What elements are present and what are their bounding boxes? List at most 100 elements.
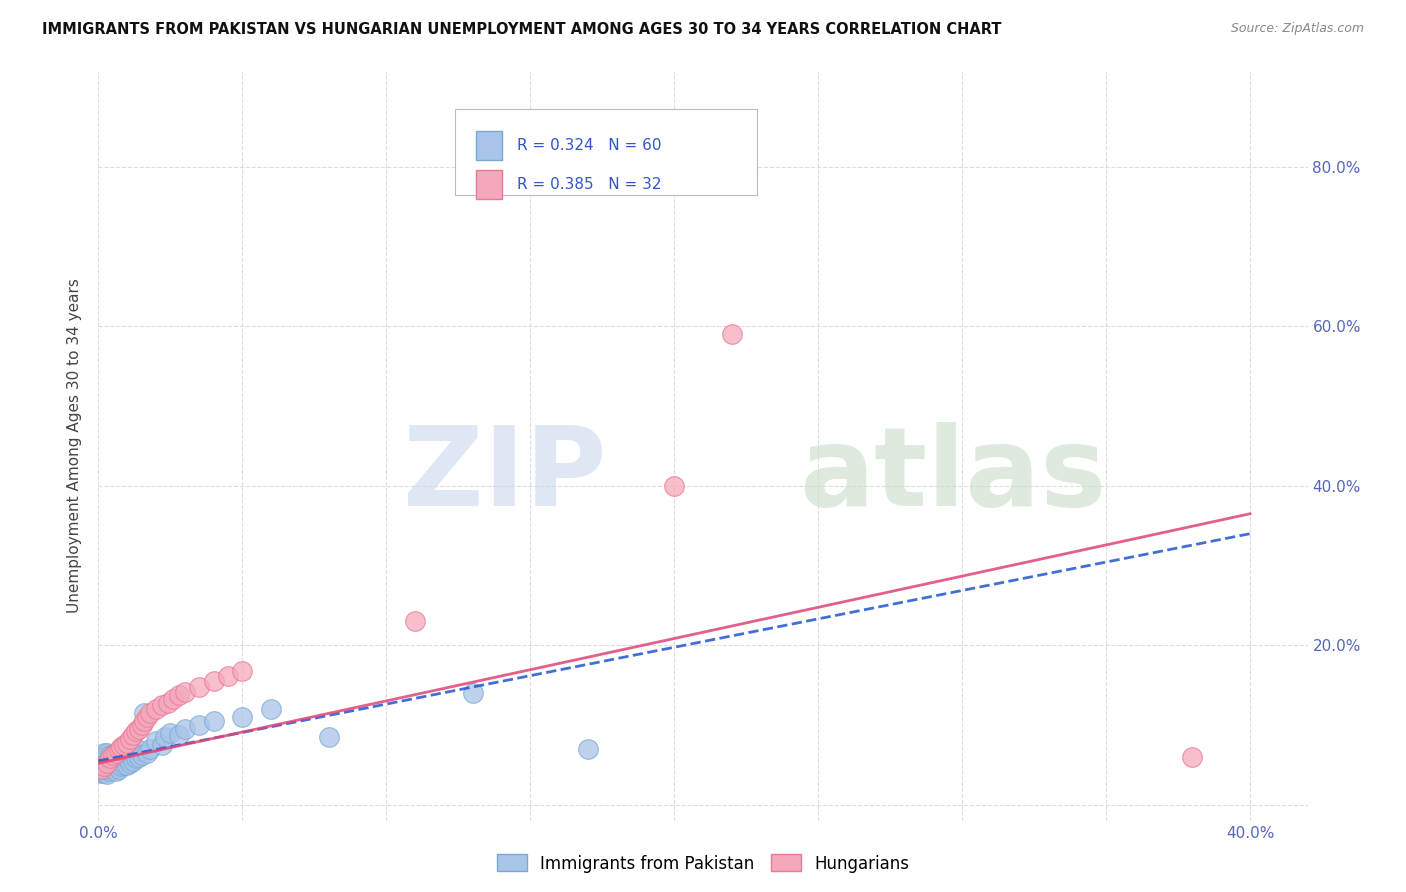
Point xyxy=(461,686,484,700)
Point xyxy=(128,743,150,757)
FancyBboxPatch shape xyxy=(475,131,502,160)
Point xyxy=(202,714,225,728)
Point xyxy=(93,759,115,773)
Text: R = 0.324   N = 60: R = 0.324 N = 60 xyxy=(517,138,661,153)
Point xyxy=(120,748,142,763)
Point xyxy=(153,730,176,744)
Point xyxy=(134,714,156,728)
Point xyxy=(120,732,142,747)
Point xyxy=(173,722,195,736)
Point xyxy=(318,730,340,744)
Point xyxy=(139,706,162,720)
Point xyxy=(107,754,129,768)
Point xyxy=(131,718,153,732)
Point xyxy=(145,702,167,716)
Point xyxy=(159,726,181,740)
Point xyxy=(110,754,132,768)
FancyBboxPatch shape xyxy=(456,109,758,195)
Point xyxy=(136,710,159,724)
Point xyxy=(112,757,135,772)
Point xyxy=(188,680,211,694)
Point xyxy=(122,746,145,760)
Point xyxy=(576,742,599,756)
Point xyxy=(173,684,195,698)
Point xyxy=(110,759,132,773)
Point xyxy=(136,746,159,760)
Point xyxy=(98,751,121,765)
Point xyxy=(664,479,686,493)
Point xyxy=(98,759,121,773)
Point xyxy=(115,735,138,749)
Point xyxy=(96,746,118,760)
Legend: Immigrants from Pakistan, Hungarians: Immigrants from Pakistan, Hungarians xyxy=(491,847,915,880)
Point xyxy=(93,746,115,760)
Y-axis label: Unemployment Among Ages 30 to 34 years: Unemployment Among Ages 30 to 34 years xyxy=(67,278,83,614)
Point xyxy=(260,702,283,716)
Point xyxy=(107,762,129,776)
Point xyxy=(104,751,127,765)
Point xyxy=(1181,750,1204,764)
Point xyxy=(96,750,118,764)
Point xyxy=(139,742,162,756)
Text: atlas: atlas xyxy=(800,423,1107,530)
Point xyxy=(217,668,239,682)
Point xyxy=(125,724,148,739)
Point xyxy=(96,756,118,771)
Point xyxy=(156,696,179,710)
Point xyxy=(101,757,124,772)
Text: Source: ZipAtlas.com: Source: ZipAtlas.com xyxy=(1230,22,1364,36)
Point xyxy=(90,762,112,776)
Point xyxy=(134,706,156,720)
Point xyxy=(167,727,190,741)
Point xyxy=(104,757,127,772)
Point xyxy=(188,718,211,732)
Point xyxy=(104,746,127,760)
Point xyxy=(96,754,118,768)
Point xyxy=(96,762,118,776)
Point xyxy=(125,751,148,765)
Point xyxy=(115,746,138,760)
Point xyxy=(110,740,132,755)
Point xyxy=(202,674,225,689)
Point xyxy=(128,750,150,764)
Point xyxy=(404,615,426,629)
Point xyxy=(101,748,124,763)
Point xyxy=(112,750,135,764)
Point xyxy=(104,746,127,760)
Point xyxy=(107,748,129,763)
FancyBboxPatch shape xyxy=(475,170,502,199)
Point xyxy=(167,688,190,702)
Point xyxy=(90,762,112,776)
Text: IMMIGRANTS FROM PAKISTAN VS HUNGARIAN UNEMPLOYMENT AMONG AGES 30 TO 34 YEARS COR: IMMIGRANTS FROM PAKISTAN VS HUNGARIAN UN… xyxy=(42,22,1001,37)
Point xyxy=(107,743,129,757)
Point xyxy=(101,748,124,763)
Point xyxy=(90,765,112,780)
Point xyxy=(145,734,167,748)
Text: R = 0.385   N = 32: R = 0.385 N = 32 xyxy=(517,177,661,192)
Point xyxy=(115,757,138,772)
Point xyxy=(162,692,184,706)
Point xyxy=(112,738,135,752)
Point xyxy=(150,738,173,752)
Point xyxy=(150,698,173,712)
Point xyxy=(104,764,127,779)
Point xyxy=(98,754,121,768)
Point xyxy=(131,748,153,763)
Point xyxy=(93,765,115,780)
Point xyxy=(96,767,118,781)
Point xyxy=(120,756,142,771)
Point xyxy=(122,754,145,768)
Point xyxy=(231,664,253,678)
Point xyxy=(90,750,112,764)
Point xyxy=(98,748,121,763)
Point xyxy=(101,762,124,776)
Point xyxy=(122,727,145,741)
Point xyxy=(231,710,253,724)
Point xyxy=(115,751,138,765)
Text: ZIP: ZIP xyxy=(404,423,606,530)
Point xyxy=(93,757,115,772)
Point xyxy=(93,750,115,764)
Point xyxy=(98,764,121,779)
Point xyxy=(110,748,132,763)
Point xyxy=(90,754,112,768)
